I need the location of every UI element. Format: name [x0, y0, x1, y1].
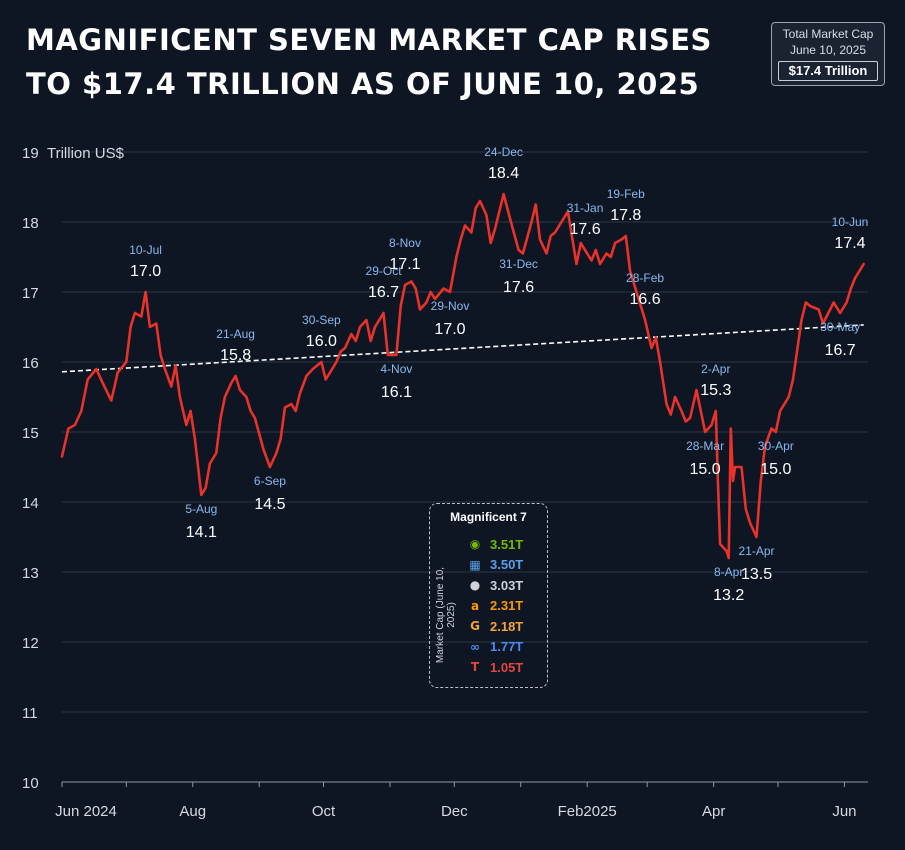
y-tick-label: 15	[22, 425, 39, 442]
legend-item-value: 1.05T	[490, 659, 524, 675]
total-market-cap-date: June 10, 2025	[789, 43, 867, 57]
legend-item: ∞ 1.77T	[468, 637, 523, 657]
y-tick-label: 14	[22, 495, 39, 512]
annotation-value-label: 16.6	[629, 291, 660, 308]
legend-item-value: 3.51T	[490, 536, 524, 552]
annotation-value-label: 16.7	[825, 342, 856, 359]
legend-item-value: 2.31T	[490, 598, 524, 613]
annotation-date-label: 30-May	[820, 320, 860, 334]
annotation-date-label: 29-Nov	[431, 299, 470, 313]
annotation-date-label: 10-Jul	[129, 243, 162, 257]
x-tick-label: Jun 2024	[55, 803, 117, 820]
annotation-date-label: 8-Apr	[714, 565, 743, 579]
total-market-cap-value: $17.4 Trillion	[778, 61, 878, 81]
apple-icon: ●	[469, 578, 481, 592]
legend-side-label: Market Cap (June 10, 2025)	[435, 566, 457, 664]
chart-title-line2: TO $17.4 TRILLION AS OF JUNE 10, 2025	[26, 67, 700, 101]
y-tick-label: 12	[22, 635, 39, 652]
market-cap-series-line	[60, 192, 865, 560]
legend-item-value: 1.77T	[490, 639, 524, 654]
x-tick-label: Feb2025	[558, 803, 617, 820]
annotation-date-label: 6-Sep	[254, 474, 286, 488]
annotation-date-label: 31-Dec	[499, 257, 538, 271]
annotation-value-label: 18.4	[488, 165, 519, 182]
y-tick-label: 10	[22, 775, 39, 792]
y-tick-label: 16	[22, 355, 39, 372]
annotation-date-label: 30-Sep	[302, 313, 341, 327]
annotation-date-label: 28-Feb	[626, 271, 664, 285]
microsoft-icon: ▦	[469, 557, 481, 572]
annotation-value-label: 17.1	[389, 256, 420, 273]
magnificent-7-legend: Magnificent 7 Market Cap (June 10, 2025)…	[429, 503, 548, 688]
nvidia-icon: ◉	[469, 537, 481, 551]
annotation-date-label: 4-Nov	[380, 362, 412, 376]
annotation-date-label: 10-Jun	[832, 215, 869, 229]
annotation-value-label: 16.0	[306, 333, 337, 350]
annotation-value-label: 17.0	[434, 321, 465, 338]
annotation-value-label: 15.3	[700, 382, 731, 399]
y-tick-label: 11	[22, 705, 38, 722]
annotation-date-label: 29-Oct	[366, 264, 403, 278]
legend-item: ● 3.03T	[468, 575, 524, 595]
x-tick-label: Jun	[832, 803, 856, 820]
amazon-icon: a	[470, 598, 480, 613]
annotation-value-label: 17.8	[610, 207, 641, 224]
trend-line	[61, 324, 864, 373]
x-tick-label: Aug	[179, 803, 206, 820]
annotation-date-label: 24-Dec	[484, 145, 523, 159]
x-tick-label: Oct	[312, 803, 336, 820]
y-tick-label: 18	[22, 215, 39, 232]
legend-title: Magnificent 7	[450, 510, 527, 524]
y-tick-label: 19	[22, 145, 39, 162]
legend-item: G 2.18T	[468, 616, 523, 636]
legend-item-value: 3.03T	[490, 577, 524, 593]
annotation-date-label: 28-Mar	[686, 439, 724, 453]
annotation-date-label: 30-Apr	[758, 439, 794, 453]
annotation-value-label: 17.6	[569, 221, 600, 238]
annotation-value-label: 13.5	[741, 566, 772, 583]
y-tick-label: 13	[22, 565, 39, 582]
annotation-date-label: 21-Aug	[216, 327, 255, 341]
total-market-cap-label: Total Market Cap	[782, 27, 874, 41]
x-tick-label: Dec	[441, 803, 468, 820]
y-axis-label: Trillion US$	[47, 145, 125, 162]
x-tick-label: Apr	[702, 803, 725, 820]
annotation-date-label: 8-Nov	[389, 236, 421, 250]
annotation-value-label: 15.0	[690, 461, 721, 478]
meta-icon: ∞	[470, 639, 480, 654]
chart-title: MAGNIFICENT SEVEN MARKET CAP RISES TO $1…	[26, 18, 712, 106]
annotation-value-label: 14.5	[254, 496, 285, 513]
annotation-date-label: 21-Apr	[739, 544, 775, 558]
annotation-value-label: 17.0	[130, 263, 161, 280]
legend-item-value: 3.50T	[490, 557, 524, 572]
annotation-value-label: 17.4	[834, 235, 865, 252]
legend-item: T 1.05T	[468, 657, 523, 677]
total-market-cap-box: Total Market Cap June 10, 2025 $17.4 Tri…	[771, 22, 885, 86]
tesla-icon: T	[470, 660, 480, 674]
annotation-value-label: 16.1	[381, 384, 412, 401]
annotation-value-label: 13.2	[713, 587, 744, 604]
annotation-value-label: 14.1	[186, 524, 217, 541]
annotation-value-label: 15.8	[220, 347, 251, 364]
annotation-value-label: 17.6	[503, 279, 534, 296]
legend-item: a 2.31T	[468, 596, 523, 616]
legend-item-value: 2.18T	[490, 618, 524, 634]
annotation-date-label: 2-Apr	[701, 362, 730, 376]
chart-title-line1: MAGNIFICENT SEVEN MARKET CAP RISES	[26, 23, 712, 57]
annotation-date-label: 19-Feb	[607, 187, 645, 201]
y-tick-label: 17	[22, 285, 39, 302]
annotation-value-label: 16.7	[368, 284, 399, 301]
legend-item: ◉ 3.51T	[468, 534, 524, 554]
annotation-date-label: 31-Jan	[567, 201, 604, 215]
annotation-date-label: 5-Aug	[185, 502, 217, 516]
google-icon: G	[470, 619, 480, 633]
annotation-value-label: 15.0	[760, 461, 791, 478]
legend-item: ▦ 3.50T	[468, 555, 523, 575]
